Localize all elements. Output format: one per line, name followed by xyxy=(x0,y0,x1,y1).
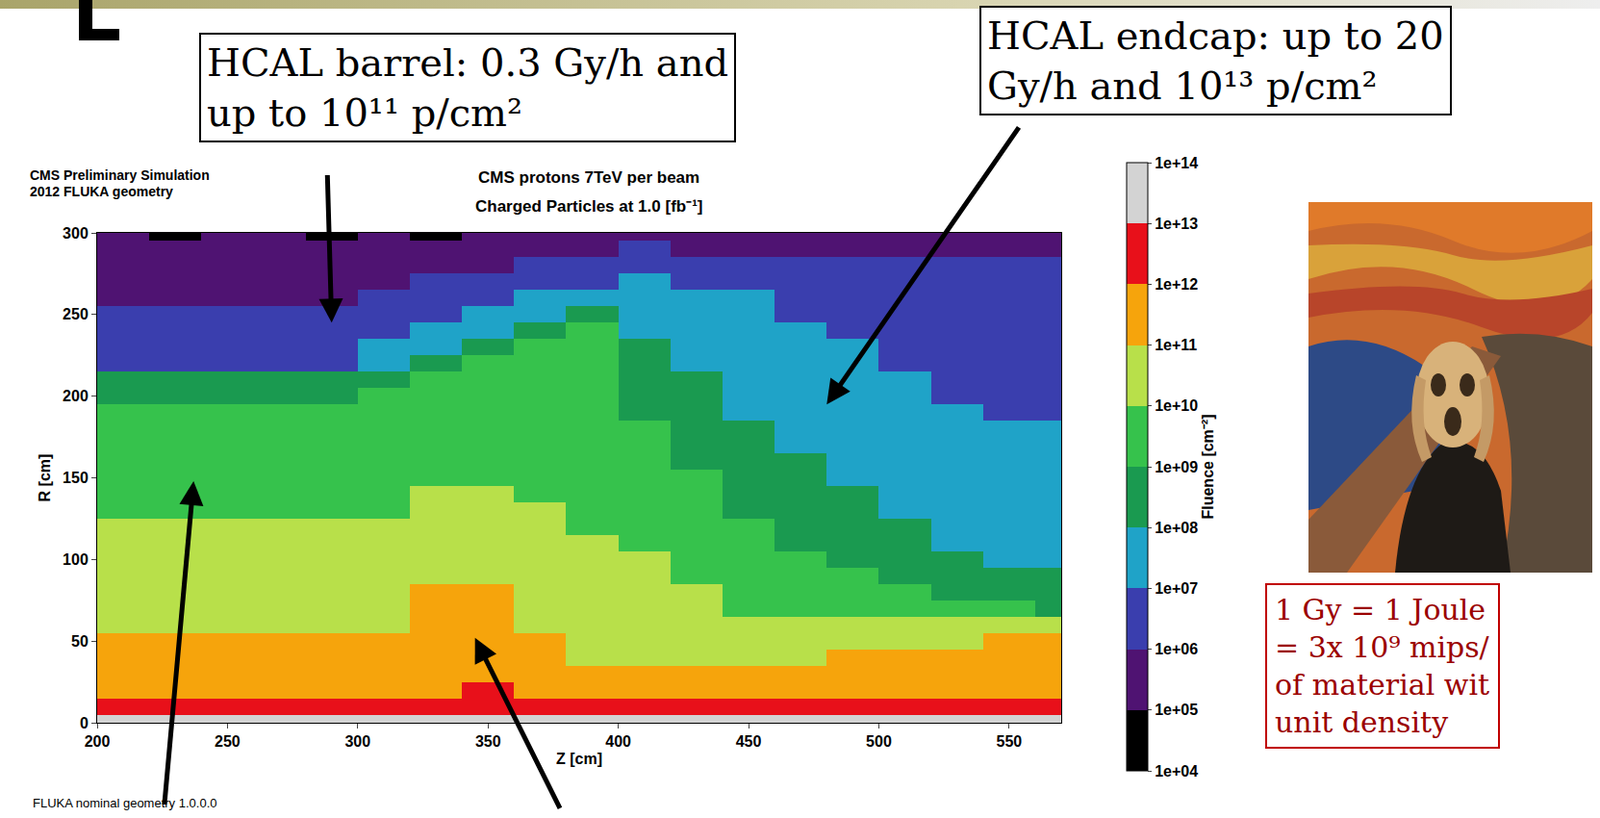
svg-text:HCAL endcap: up to 20Gy/h and: HCAL endcap: up to 20Gy/h and 10¹³ p/cm² xyxy=(987,13,1445,108)
svg-text:250: 250 xyxy=(214,733,241,750)
svg-text:HCAL barrel: 0.3 Gy/h andup to: HCAL barrel: 0.3 Gy/h andup to 10¹¹ p/cm… xyxy=(206,40,729,135)
svg-text:CMS Preliminary Simulation: CMS Preliminary Simulation xyxy=(29,167,210,183)
svg-text:1e+11: 1e+11 xyxy=(1154,336,1197,354)
svg-text:200: 200 xyxy=(62,387,89,405)
svg-text:500: 500 xyxy=(865,733,892,750)
svg-text:150: 150 xyxy=(62,469,89,486)
svg-text:350: 350 xyxy=(475,733,502,750)
svg-text:250: 250 xyxy=(62,305,89,323)
svg-text:1e+09: 1e+09 xyxy=(1154,458,1198,476)
svg-text:550: 550 xyxy=(995,733,1022,750)
svg-text:50: 50 xyxy=(71,633,89,650)
svg-text:1e+12: 1e+12 xyxy=(1154,276,1198,293)
svg-text:1e+08: 1e+08 xyxy=(1154,519,1198,536)
svg-text:0: 0 xyxy=(79,714,89,732)
svg-text:300: 300 xyxy=(344,733,371,750)
svg-text:Fluence [cm⁻²]: Fluence [cm⁻²] xyxy=(1199,413,1217,519)
svg-text:450: 450 xyxy=(736,733,762,750)
svg-text:FLUKA nominal geometry 1.0.0.0: FLUKA nominal geometry 1.0.0.0 xyxy=(32,795,218,811)
svg-text:1e+05: 1e+05 xyxy=(1154,701,1198,718)
svg-text:1e+06: 1e+06 xyxy=(1154,640,1198,658)
svg-text:CMS protons 7TeV per beam: CMS protons 7TeV per beam xyxy=(478,168,700,187)
svg-text:1e+13: 1e+13 xyxy=(1154,215,1198,232)
svg-text:400: 400 xyxy=(605,733,632,750)
svg-text:200: 200 xyxy=(84,733,111,750)
svg-text:2012 FLUKA geometry: 2012 FLUKA geometry xyxy=(29,183,174,200)
svg-text:1 Gy = 1 Joule= 3x 10⁹ mips/of: 1 Gy = 1 Joule= 3x 10⁹ mips/of material … xyxy=(1274,592,1491,739)
svg-text:100: 100 xyxy=(62,551,89,568)
svg-text:1e+07: 1e+07 xyxy=(1154,580,1198,597)
svg-text:300: 300 xyxy=(62,225,89,242)
svg-text:R [cm]: R [cm] xyxy=(36,454,53,503)
svg-text:Charged Particles at 1.0 [fb⁻¹: Charged Particles at 1.0 [fb⁻¹] xyxy=(475,197,704,216)
svg-text:1e+14: 1e+14 xyxy=(1154,154,1198,172)
svg-text:1e+10: 1e+10 xyxy=(1154,397,1198,414)
svg-text:1e+04: 1e+04 xyxy=(1154,762,1198,780)
svg-text:Z [cm]: Z [cm] xyxy=(556,750,603,767)
